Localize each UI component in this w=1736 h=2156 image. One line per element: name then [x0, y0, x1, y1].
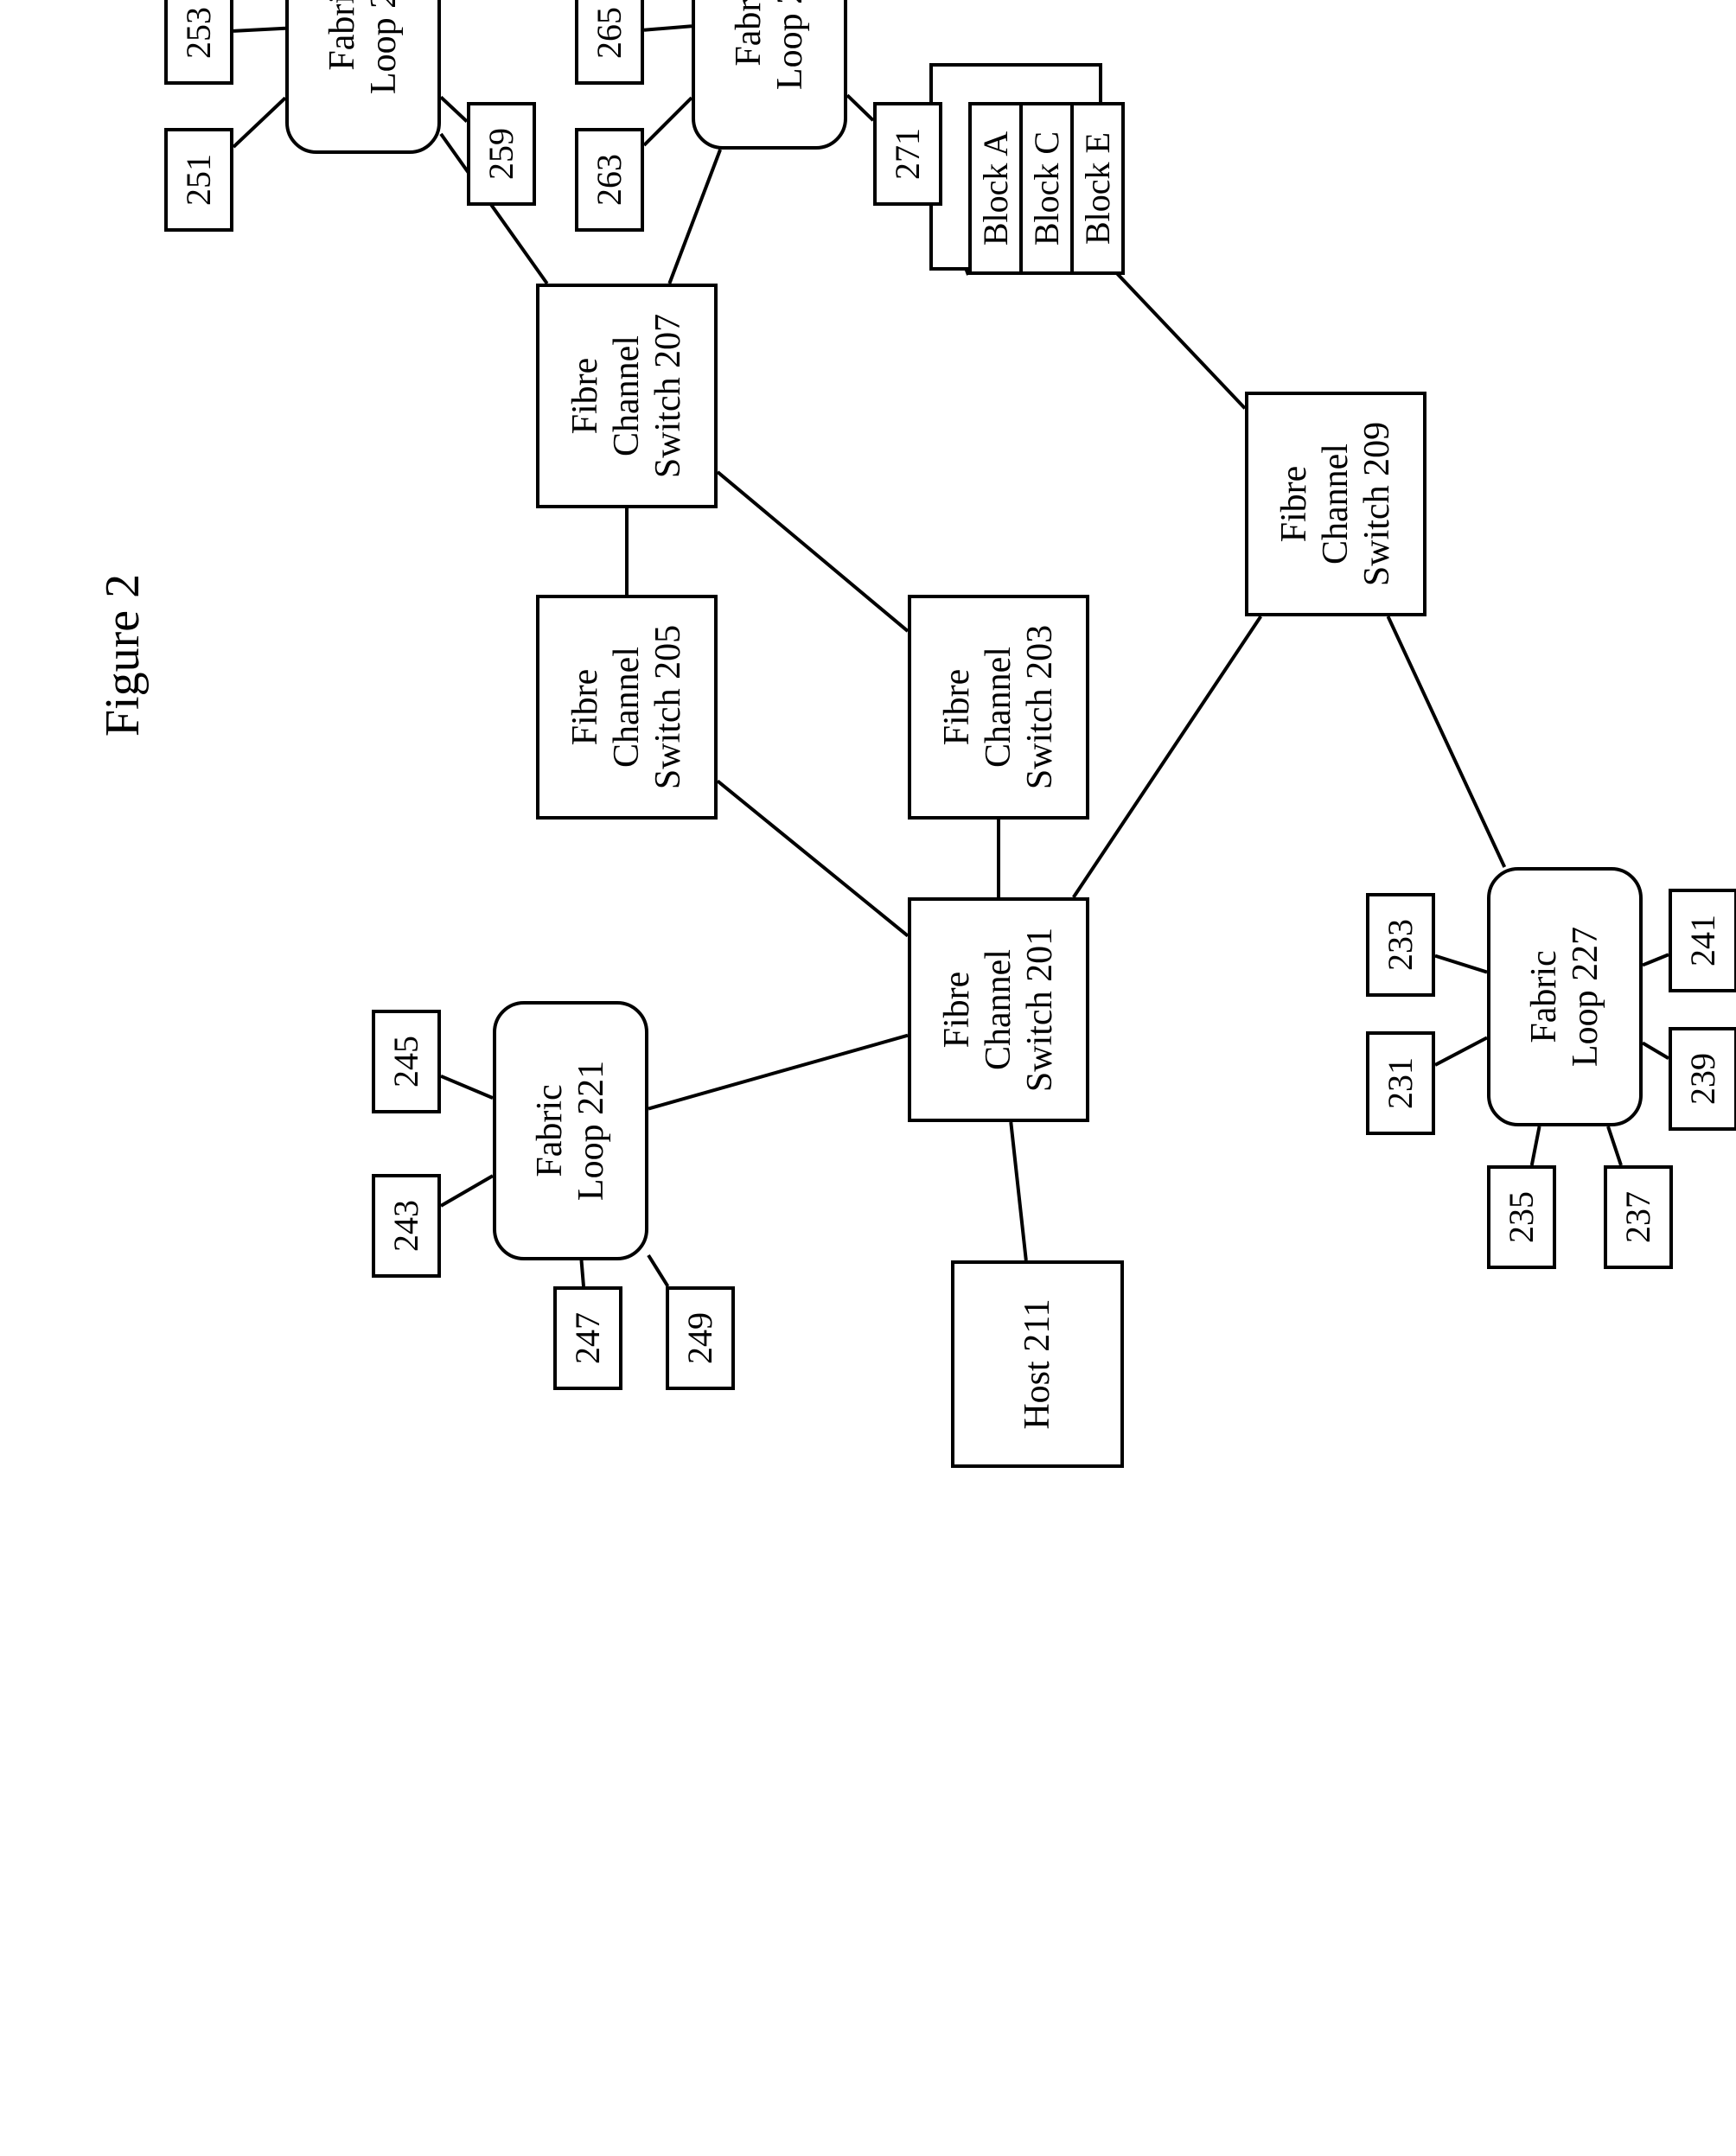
table271: Block ABlock CBlock E — [968, 102, 1125, 275]
sw205-box: Fibre Channel Switch 205 — [536, 595, 718, 820]
n251-box: 251 — [164, 128, 233, 232]
loop225-box: Fabric Loop 225 — [285, 0, 441, 154]
loop227-box: Fabric Loop 227 — [1487, 867, 1643, 1126]
loop221-box: Fabric Loop 221 — [493, 1001, 648, 1260]
sw207-box: Fibre Channel Switch 207 — [536, 284, 718, 508]
table271-row-1: Block C — [1023, 105, 1074, 271]
n235-box: 235 — [1487, 1165, 1556, 1269]
n237-box: 237 — [1604, 1165, 1673, 1269]
sw209-box: Fibre Channel Switch 209 — [1245, 392, 1426, 616]
n241-box: 241 — [1669, 889, 1736, 992]
n231-box: 231 — [1366, 1031, 1435, 1135]
n245-box: 245 — [372, 1010, 441, 1113]
n259-box: 259 — [467, 102, 536, 206]
sw201-box: Fibre Channel Switch 201 — [908, 897, 1089, 1122]
n243-box: 243 — [372, 1174, 441, 1278]
host211-box: Host 211 — [951, 1260, 1124, 1468]
n271-box: 271 — [873, 102, 942, 206]
n233-box: 233 — [1366, 893, 1435, 997]
table271-row-2: Block E — [1074, 105, 1121, 271]
n263-box: 263 — [575, 128, 644, 232]
n265-box: 265 — [575, 0, 644, 85]
figure-title: Figure 2 — [95, 543, 156, 768]
n249-box: 249 — [666, 1286, 735, 1390]
table271-row-0: Block A — [972, 105, 1023, 271]
n239-box: 239 — [1669, 1027, 1736, 1131]
loop223-box: Fabric Loop 223 — [692, 0, 847, 150]
sw203-box: Fibre Channel Switch 203 — [908, 595, 1089, 820]
n247-box: 247 — [553, 1286, 622, 1390]
n253-box: 253 — [164, 0, 233, 85]
